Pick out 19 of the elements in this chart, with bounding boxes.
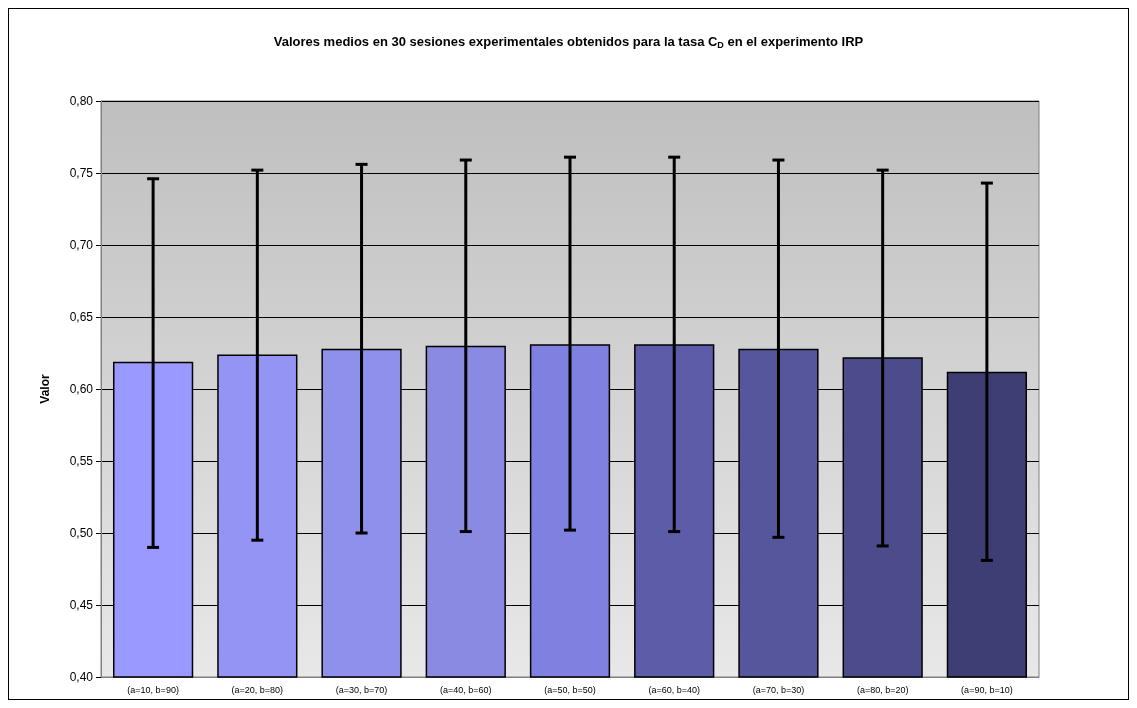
y-tick-label: 0,40 <box>69 670 94 684</box>
x-tick-label: (a=10, b=90) <box>127 684 179 695</box>
y-tick-label: 0,50 <box>69 526 94 540</box>
y-tick-label: 0,55 <box>69 454 94 468</box>
x-tick-label: (a=20, b=80) <box>231 684 284 695</box>
x-tick-label: (a=90, b=10) <box>961 684 1013 695</box>
y-tick-label: 0,60 <box>69 382 94 396</box>
y-tick-label: 0,45 <box>69 598 94 612</box>
x-tick-label: (a=30, b=70) <box>335 684 388 695</box>
y-axis-title: Valor <box>38 374 52 404</box>
x-tick-label: (a=70, b=30) <box>752 684 805 695</box>
y-tick-label: 0,70 <box>69 238 94 252</box>
y-tick-label: 0,80 <box>69 94 94 108</box>
y-tick-label: 0,75 <box>69 166 94 180</box>
x-tick-label: (a=50, b=50) <box>544 684 596 695</box>
x-tick-label: (a=60, b=40) <box>648 684 700 695</box>
y-tick-label: 0,65 <box>69 310 94 324</box>
x-tick-label: (a=80, b=20) <box>856 684 909 695</box>
x-tick-label: (a=40, b=60) <box>440 684 492 695</box>
